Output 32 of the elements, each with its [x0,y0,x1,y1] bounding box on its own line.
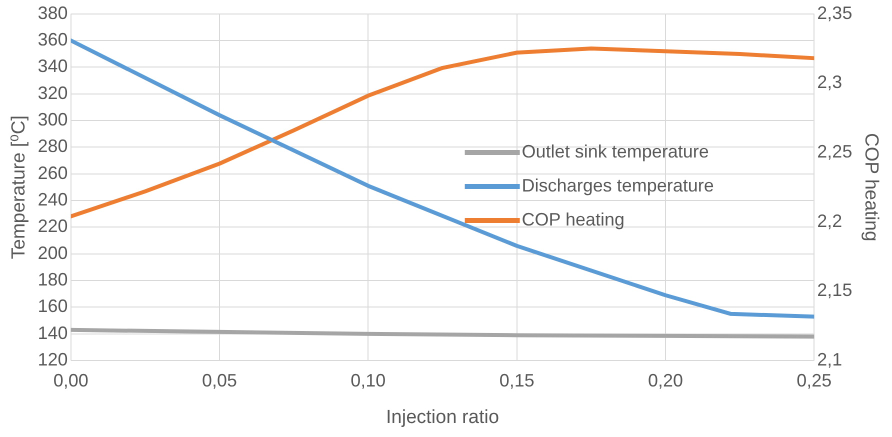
x-axis-title: Injection ratio [386,406,500,428]
y2-tick-label: 2,3 [817,72,842,92]
y2-tick-label: 2,35 [817,2,852,23]
x-tick-label: 0,10 [350,370,386,390]
legend-label: Discharges temperature [522,175,714,196]
y-axis-title: Temperature [⁰C] [8,115,30,260]
y-tick-label: 200 [38,242,68,263]
y-tick-label: 280 [38,136,68,156]
x-tick-label: 0,15 [499,370,534,390]
y-tick-label: 160 [38,296,68,316]
y-tick-label: 360 [38,29,68,50]
y2-axis-title: COP heating [860,132,882,242]
x-tick-label: 0,00 [53,370,88,390]
y2-tick-label: 2,15 [817,280,852,300]
y-tick-label: 320 [38,82,68,103]
y-tick-label: 120 [38,350,68,370]
y-tick-label: 140 [38,322,68,343]
y-tick-label: 380 [38,2,68,23]
x-tick-label: 0,20 [648,370,684,390]
legend-label: COP heating [522,209,625,230]
y-tick-label: 340 [38,56,68,76]
y2-tick-label: 2,1 [817,350,842,370]
x-tick-label: 0,25 [796,370,832,390]
x-tick-label: 0,05 [202,370,238,390]
y-tick-label: 220 [38,216,68,236]
y-tick-label: 240 [38,190,68,210]
y2-tick-label: 2,2 [817,210,842,231]
y-tick-label: 260 [38,162,68,183]
y-tick-label: 300 [38,109,68,130]
y-tick-label: 180 [38,270,68,290]
y2-tick-label: 2,25 [817,141,852,162]
legend-label: Outlet sink temperature [522,141,709,162]
